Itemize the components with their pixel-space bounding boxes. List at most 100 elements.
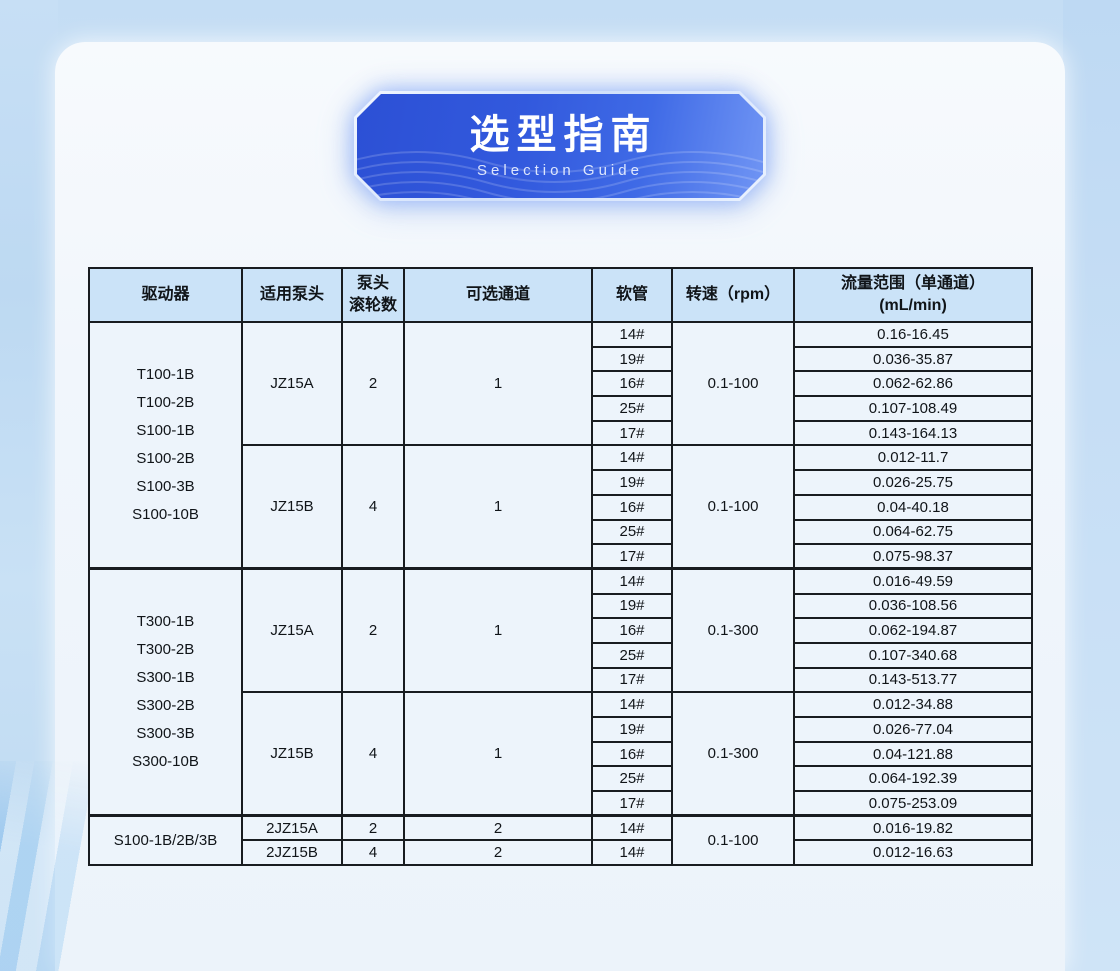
col-header-flow: 流量范围（单通道） (mL/min) [793,267,1033,323]
table-row: 16# 0.04-40.18 [89,493,1033,521]
flow-cell: 0.026-25.75 [793,469,1033,496]
channels-cell: 1 [403,567,593,694]
flow-cell: 0.016-19.82 [793,814,1033,842]
table-row: 25# 0.107-340.68 [89,641,1033,669]
driver-model: S100-1B [136,422,195,440]
selection-table: 驱动器 适用泵头 泵头 滚轮数 可选通道 软管 转速（rpm） 流量范围（单通道… [88,267,1033,867]
flow-cell: 0.016-49.59 [793,567,1033,595]
driver-model: S300-10B [132,753,199,771]
tube-cell: 25# [591,518,673,546]
flow-cell: 0.107-108.49 [793,395,1033,422]
rollers-cell: 4 [341,444,405,570]
header-row: 驱动器 适用泵头 泵头 滚轮数 可选通道 软管 转速（rpm） 流量范围（单通道… [88,267,1033,323]
tube-cell: 14# [591,839,673,867]
tube-cell: 14# [591,567,673,595]
table-row: 16# 0.062-194.87 [89,617,1033,644]
driver-cell: T100-1B T100-2B S100-1B S100-2B S100-3B … [88,321,243,570]
rollers-cell: 2 [341,567,405,694]
table-row: S100-1B/2B/3B 2JZ15A 2 2 14# 0.1-100 0.0… [88,814,1033,867]
driver-model: S300-1B [136,669,195,687]
table-row: JZ15B 4 1 14# 0.1-100 0.012-11.7 [89,444,1033,570]
driver-model: T300-2B [136,641,195,659]
flow-cell: 0.075-98.37 [793,543,1033,570]
tube-cell: 16# [591,740,673,768]
driver-model: T300-1B [136,613,195,631]
tube-cell: 17# [591,419,673,447]
flow-cell: 0.064-62.75 [793,518,1033,546]
title-banner: 选型指南 Selection Guide [354,91,766,201]
tube-cell: 14# [591,444,673,472]
tube-cell: 19# [591,469,673,496]
table-row: T300-1B T300-2B S300-1B S300-2B S300-3B … [88,567,1033,817]
pump-head-cell: JZ15B [241,691,343,817]
col-header-driver: 驱动器 [88,267,243,323]
pump-head-cell: 2JZ15A [241,814,343,842]
flow-cell: 0.16-16.45 [793,321,1033,348]
selection-table-container: 驱动器 适用泵头 泵头 滚轮数 可选通道 软管 转速（rpm） 流量范围（单通道… [88,267,1033,867]
table-row: 17# 0.143-164.13 [89,419,1033,447]
driver-model: S100-10B [132,506,199,524]
tube-cell: 25# [591,765,673,793]
tube-cell: 19# [591,345,673,373]
wave-decoration [357,132,763,198]
tube-cell: 19# [591,716,673,743]
table-row: 19# 0.026-77.04 [89,716,1033,743]
flow-cell: 0.075-253.09 [793,790,1033,817]
rollers-cell: 2 [341,814,405,842]
tube-cell: 17# [591,543,673,570]
tube-cell: 16# [591,370,673,398]
rollers-cell: 4 [341,839,405,867]
page-subtitle: Selection Guide [477,162,643,179]
tube-cell: 25# [591,395,673,422]
driver-model: T100-1B [136,366,195,384]
col-header-channels: 可选通道 [403,267,593,323]
flow-cell: 0.04-40.18 [793,493,1033,521]
flow-cell: 0.143-164.13 [793,419,1033,447]
pump-head-cell: 2JZ15B [241,839,343,867]
rollers-cell: 2 [341,320,405,447]
speed-cell: 0.1-300 [671,567,795,694]
table-row: 16# 0.04-121.88 [89,740,1033,768]
col-header-speed: 转速（rpm） [671,267,795,323]
flow-cell: 0.036-35.87 [793,345,1033,373]
tube-cell: 14# [591,691,673,718]
tube-cell: 16# [591,493,673,521]
tube-cell: 19# [591,592,673,620]
pump-head-cell: JZ15A [241,320,343,447]
table-row: 25# 0.064-192.39 [89,765,1033,793]
driver-cell: S100-1B/2B/3B [88,814,243,867]
flow-cell: 0.012-16.63 [793,839,1033,867]
flow-cell: 0.062-194.87 [793,617,1033,644]
col-header-pump-head: 适用泵头 [241,267,343,323]
col-header-rollers: 泵头 滚轮数 [341,267,405,323]
driver-model: S300-3B [136,725,195,743]
flow-cell: 0.026-77.04 [793,716,1033,743]
flow-cell: 0.062-62.86 [793,370,1033,398]
page-title: 选型指南 [469,113,658,157]
tube-cell: 14# [591,321,673,348]
driver-model: S300-2B [136,697,195,715]
table-row: 25# 0.064-62.75 [89,518,1033,546]
channels-cell: 1 [403,691,593,817]
channels-cell: 1 [403,444,593,570]
channels-cell: 1 [403,320,593,447]
tube-cell: 17# [591,790,673,817]
tube-cell: 16# [591,617,673,644]
background-right-band [1063,0,1120,971]
flow-cell: 0.04-121.88 [793,740,1033,768]
table-row: 16# 0.062-62.86 [89,370,1033,398]
flow-cell: 0.064-192.39 [793,765,1033,793]
tube-cell: 25# [591,641,673,669]
rollers-cell: 4 [341,691,405,817]
table-row: T100-1B T100-2B S100-1B S100-2B S100-3B … [88,320,1033,570]
banner-body: 选型指南 Selection Guide [357,94,763,198]
tube-cell: 14# [591,814,673,842]
speed-cell: 0.1-100 [671,444,795,570]
channels-cell: 2 [403,839,593,867]
driver-model: T100-2B [136,394,195,412]
table-row: 19# 0.036-35.87 [89,345,1033,373]
driver-model: S100-3B [136,478,195,496]
table-row: 25# 0.107-108.49 [89,395,1033,422]
speed-cell: 0.1-100 [671,320,795,447]
flow-cell: 0.036-108.56 [793,592,1033,620]
